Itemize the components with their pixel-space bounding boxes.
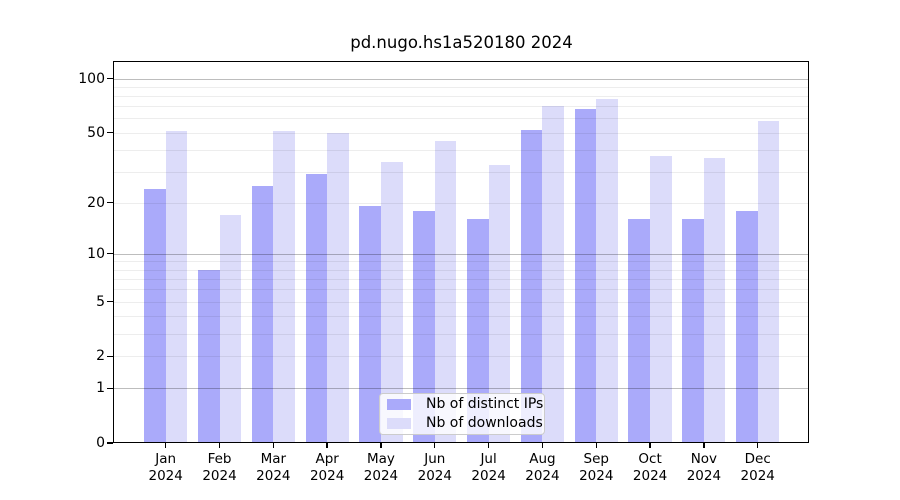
y-tick-mark [107,131,113,134]
y-tick-mark [107,442,113,444]
gridline-major [113,78,809,80]
bar-downloads [219,214,242,443]
gridline-minor [113,269,809,271]
x-tick-mark [380,443,382,448]
bar-downloads [273,131,295,443]
legend-swatch-downloads [387,418,411,429]
legend: Nb of distinct IPs Nb of downloads [379,393,545,435]
x-tick-label: Jul 2024 [471,451,506,484]
bar-downloads [434,140,457,443]
gridline-minor [113,301,809,303]
gridline-minor [113,118,809,120]
gridline-minor [113,315,809,317]
bar-downloads [757,121,780,443]
bar-downloads [542,106,565,443]
x-tick-mark [326,443,328,448]
gridline-minor [113,278,809,280]
y-tick-label: 50 [87,124,105,141]
bar-downloads [703,157,726,443]
legend-swatch-distinct-ips [387,399,411,410]
x-tick-label: Dec 2024 [740,451,775,484]
x-tick-label: Jan 2024 [148,451,183,484]
x-tick-mark [541,443,544,448]
bar-distinct-ips [144,188,166,443]
bar-downloads [650,155,672,443]
x-tick-mark [272,443,275,448]
bar-distinct-ips [413,210,435,443]
y-tick-label: 0 [96,435,105,451]
x-tick-label: Mar 2024 [256,451,291,484]
gridline-minor [113,289,809,291]
gridline-minor [113,356,809,358]
y-tick-mark [107,387,113,389]
bar-distinct-ips [197,269,220,443]
x-tick-mark [434,443,436,448]
gridline-minor [113,261,809,263]
bar-downloads [380,162,403,443]
x-tick-mark [218,443,221,448]
x-tick-label: May 2024 [363,451,399,484]
grid-layer [113,61,809,443]
bar-downloads [488,164,511,443]
legend-item-downloads: Nb of downloads [387,416,543,431]
bar-distinct-ips [359,206,381,443]
y-tick-mark [107,300,113,303]
x-tick-mark [165,443,167,448]
bar-distinct-ips [574,108,597,443]
bar-downloads [327,132,349,443]
legend-label-downloads: Nb of downloads [426,415,543,431]
y-tick-label: 100 [78,70,105,87]
bar-distinct-ips [251,185,274,443]
plot-area: Nb of distinct IPs Nb of downloads [113,61,809,443]
legend-item-distinct-ips: Nb of distinct IPs [387,397,543,412]
gridline-minor [113,149,809,151]
gridline-major [113,253,809,255]
gridline-minor [113,333,809,335]
y-tick-label: 2 [96,348,105,365]
gridline-major [113,388,809,390]
x-tick-mark [757,443,759,448]
y-tick-mark [107,77,113,80]
bars-layer [113,61,809,443]
gridline-minor [113,171,809,173]
y-tick-label: 1 [96,380,105,397]
y-tick-label: 10 [87,245,105,262]
x-tick-label: Jun 2024 [417,451,452,484]
bar-distinct-ips [628,219,651,443]
gridline-minor [113,202,809,204]
x-tick-label: Apr 2024 [309,451,345,484]
y-tick-mark [107,252,113,255]
x-tick-label: Nov 2024 [686,451,722,484]
bar-distinct-ips [520,129,543,443]
x-tick-label: Oct 2024 [632,451,668,484]
x-tick-label: Feb 2024 [202,451,237,484]
x-tick-label: Sep 2024 [579,451,614,484]
x-tick-mark [649,443,651,448]
bar-distinct-ips [305,174,328,443]
x-tick-label: Aug 2024 [525,451,560,484]
bar-downloads [165,131,188,443]
gridline-minor [113,132,809,134]
y-tick-mark [107,355,113,357]
x-tick-mark [487,443,490,448]
chart-title: pd.nugo.hs1a520180 2024 [350,33,573,52]
gridline-minor [113,106,809,108]
bar-distinct-ips [736,210,758,443]
legend-label-distinct-ips: Nb of distinct IPs [426,396,544,412]
gridline-minor [113,96,809,98]
y-tick-label: 5 [96,293,105,310]
bar-downloads [596,99,618,443]
gridline-minor [113,86,809,88]
x-tick-mark [703,443,705,448]
y-tick-mark [107,201,113,204]
x-tick-mark [595,443,597,448]
bar-distinct-ips [682,219,704,443]
bar-distinct-ips [467,219,489,443]
y-tick-label: 20 [87,194,105,211]
